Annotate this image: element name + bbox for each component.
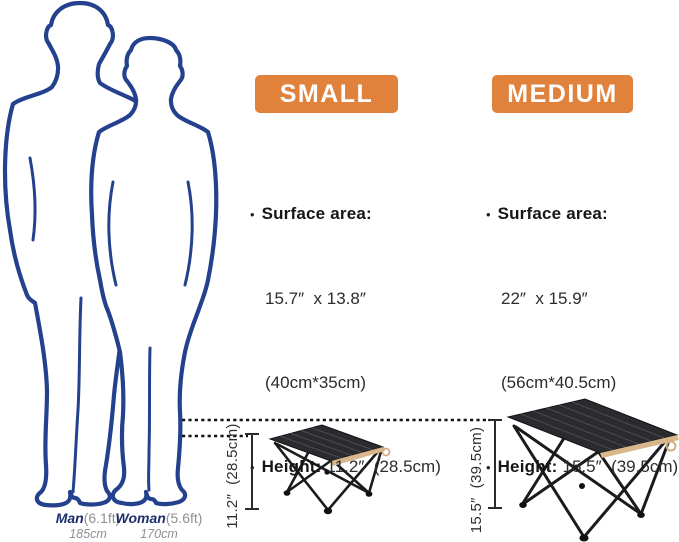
bullet-icon: • [486, 207, 491, 222]
small-table-image [268, 424, 391, 515]
small-weight-spec: •Weight:2lb (0.9kg) [250, 538, 478, 542]
medium-size-header: MEDIUM [492, 75, 633, 113]
small-height-spec: • Height: 11.2″ (28.5cm) [250, 457, 441, 476]
bullet-icon: • [486, 460, 491, 475]
medium-table-image [506, 398, 679, 542]
medium-table-rope-loop [665, 440, 677, 452]
medium-size-title: MEDIUM [507, 79, 618, 108]
medium-height-spec: • Height: 15.5″ (39.5cm) [486, 457, 679, 476]
medium-height-annotation: 15.5″ (39.5cm) [468, 426, 485, 534]
woman-outline-figure [89, 35, 219, 507]
man-height-label: Man(6.1ft) 185cm [32, 511, 144, 542]
medium-surface-area-label: • Surface area: [486, 204, 608, 223]
woman-height-label: Woman(5.6ft) 170cm [103, 511, 215, 542]
woman-name-line: Woman(5.6ft) [115, 510, 203, 526]
small-surface-area-imperial: 15.7″ x 13.8″ [265, 289, 366, 308]
medium-surface-area-imperial: 22″ x 15.9″ [501, 289, 588, 308]
small-surface-area-metric: (40cm*35cm) [265, 373, 367, 392]
dimension-line-medium [488, 419, 502, 509]
medium-spec-list: • Surface area: 22″ x 15.9″ (56cm*40.5cm)… [486, 144, 679, 542]
medium-weight-spec: •Weight:3lb (1.36kg) [486, 538, 679, 542]
small-size-title: SMALL [279, 79, 374, 108]
dimension-line-small [245, 433, 259, 510]
man-name-line: Man(6.1ft) [55, 510, 121, 526]
small-spec-list: • Surface area: 15.7″ x 13.8″ (40cm*35cm)… [250, 144, 478, 542]
small-size-header: SMALL [255, 75, 398, 113]
medium-surface-area-metric: (56cm*40.5cm) [501, 373, 617, 392]
bullet-icon: • [250, 207, 255, 222]
bullet-icon: • [250, 460, 255, 475]
woman-height-metric: 170cm [140, 527, 178, 541]
small-height-annotation: 11.2″ (28.5cm) [224, 423, 241, 529]
small-surface-area-label: • Surface area: [250, 204, 372, 223]
man-height-metric: 185cm [69, 527, 107, 541]
small-table-rope-loop [381, 447, 391, 457]
